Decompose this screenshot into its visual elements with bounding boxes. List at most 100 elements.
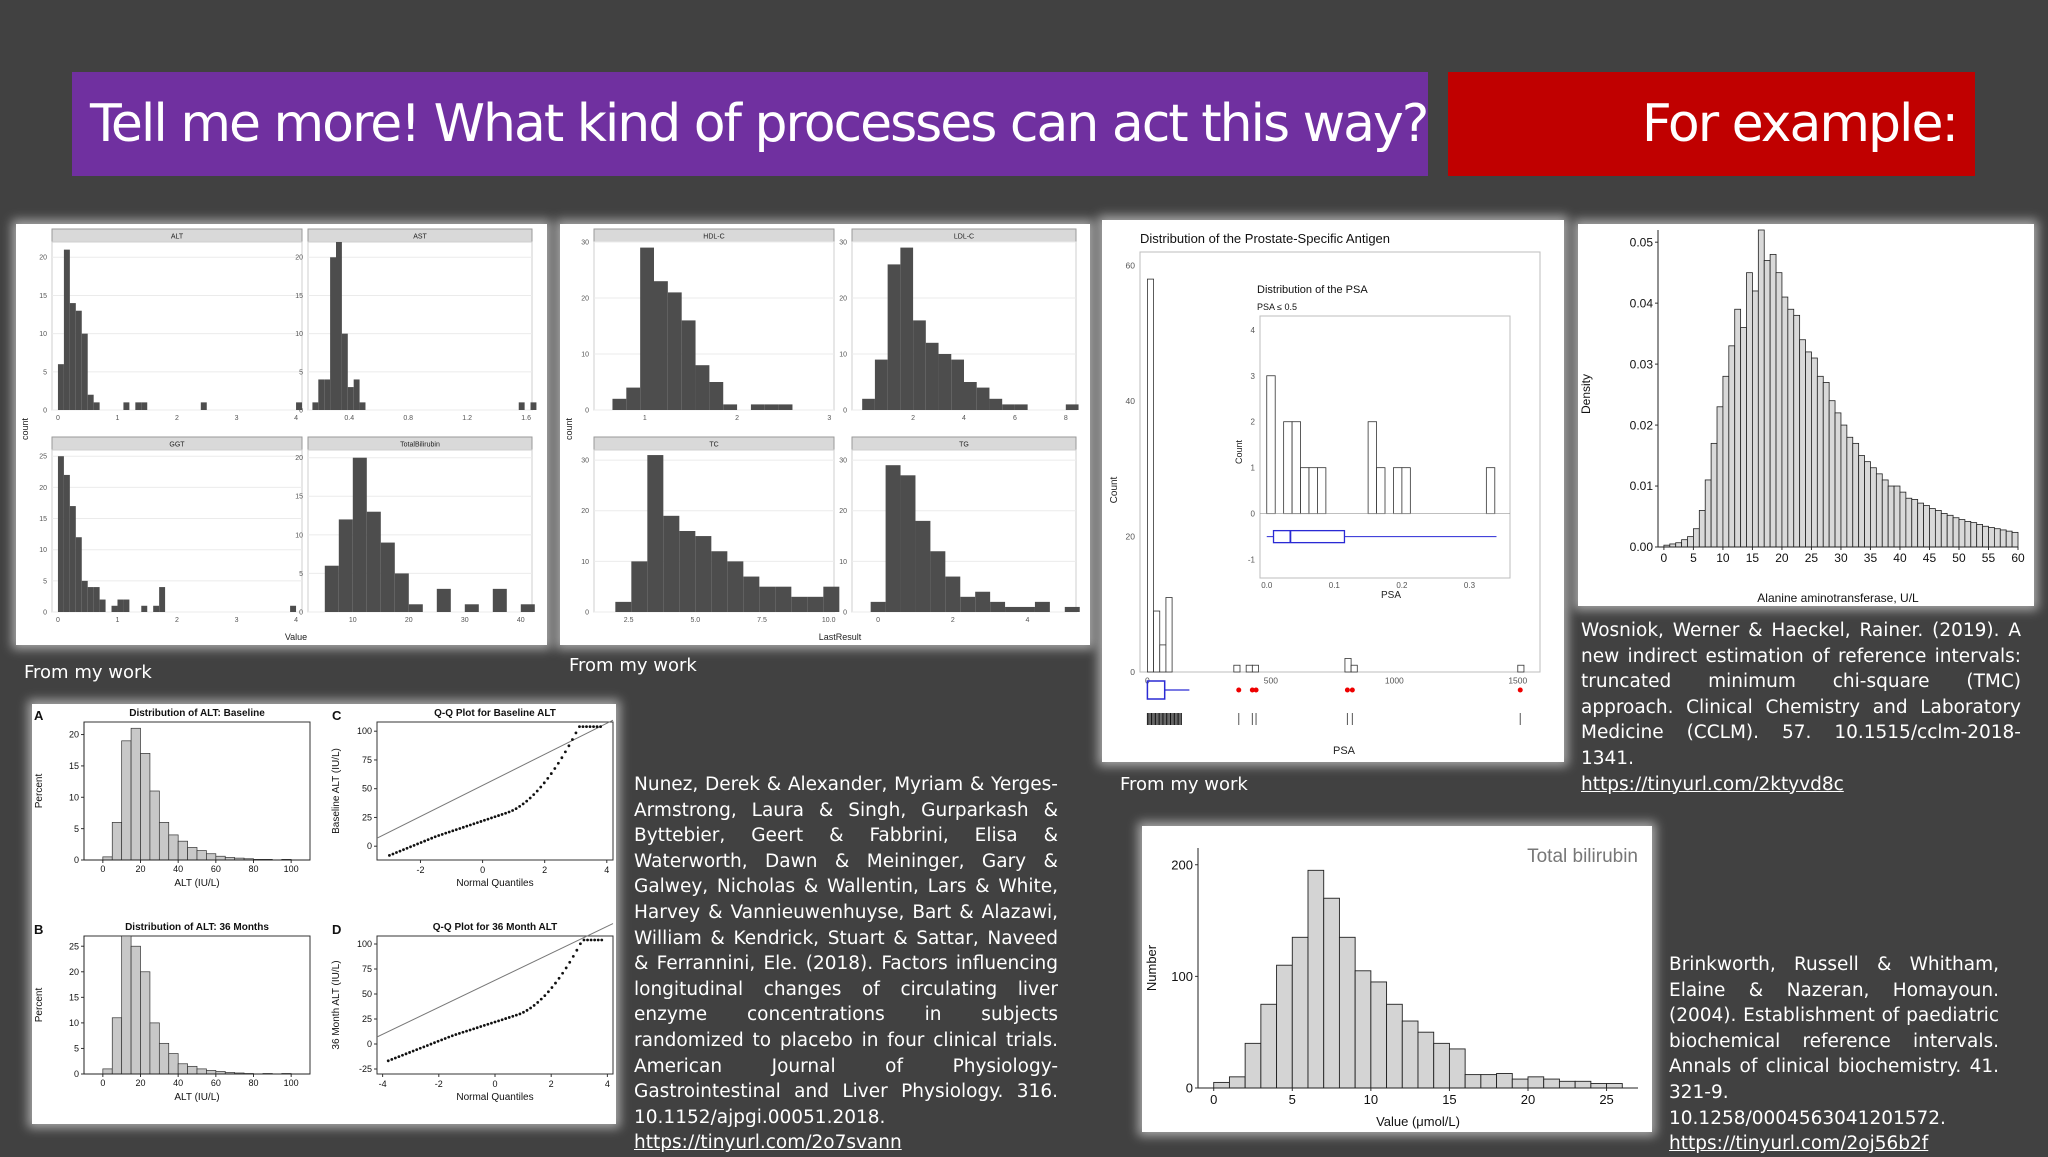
qq-point xyxy=(596,938,600,942)
qq-point xyxy=(419,841,423,844)
histogram-bar xyxy=(1822,382,1830,548)
inset-bar xyxy=(1291,421,1301,515)
histogram-bar xyxy=(1558,1080,1576,1089)
histogram-bar xyxy=(196,850,207,861)
histogram-bar xyxy=(1698,510,1706,548)
qq-point xyxy=(575,948,579,952)
x-axis-title: Normal Quantiles xyxy=(456,1092,533,1103)
histogram-bar xyxy=(913,320,926,410)
histogram-bar xyxy=(1858,455,1865,548)
qq-point xyxy=(504,811,507,815)
qq-point xyxy=(412,843,416,847)
inset-bar xyxy=(1485,467,1496,515)
histogram-bar xyxy=(874,359,888,410)
x-tick-label: 30 xyxy=(1834,551,1848,565)
histogram-bar xyxy=(1710,442,1718,548)
qq-point xyxy=(546,776,550,780)
qq-point xyxy=(436,1039,440,1043)
histogram-bar xyxy=(1511,1078,1529,1089)
histogram-bar xyxy=(1811,357,1818,548)
histogram-bar xyxy=(862,398,875,410)
histogram-bar xyxy=(1590,1083,1608,1089)
histogram-bar xyxy=(989,398,1003,410)
qq-point xyxy=(585,725,588,728)
x-tick-label: 15 xyxy=(1746,551,1760,565)
y-tick-label: 5 xyxy=(43,578,47,585)
facet-label: HDL-C xyxy=(703,234,724,241)
x-tick-label: 0.4 xyxy=(344,415,354,422)
histogram-bar xyxy=(1946,514,1954,548)
inset-bar xyxy=(1393,467,1403,515)
histogram-bar xyxy=(57,364,64,410)
y-tick-label: 200 xyxy=(1171,857,1193,872)
histogram-bar xyxy=(1165,597,1173,673)
y-tick-label: 0 xyxy=(74,1069,79,1079)
histogram-bar xyxy=(408,604,423,612)
x-tick-label: 1.6 xyxy=(521,415,531,422)
qq-point xyxy=(472,822,476,826)
x-tick-label: 60 xyxy=(2011,551,2025,565)
wosniok-citation-link[interactable]: https://tinyurl.com/2ktyvd8c xyxy=(1581,773,1844,795)
x-tick-label: 0 xyxy=(100,1078,105,1088)
histogram-bar xyxy=(168,1053,179,1075)
histogram-bar xyxy=(111,1017,123,1075)
qq-point xyxy=(507,810,511,814)
qq-point xyxy=(528,796,532,800)
brinkworth-citation-text: Brinkworth, Russell & Whitham, Elaine & … xyxy=(1669,954,1999,1129)
qq-point xyxy=(423,839,427,843)
histogram-bar xyxy=(709,382,724,410)
panel-label: C xyxy=(332,708,342,723)
liver-histogram-panel: ALT 0 5 10 15 20 0 1 2 3 4 AST 0 5 10 15 20 0.4 0.8 1.2 1.6 G… xyxy=(16,224,547,645)
y-tick-label: 0.04 xyxy=(1630,296,1654,310)
x-tick-label: 40 xyxy=(1893,551,1907,565)
qq-point xyxy=(579,942,582,946)
histogram-bar xyxy=(612,398,627,410)
qq-point xyxy=(447,1035,451,1039)
histogram-bar xyxy=(63,249,70,410)
y-tick-label: 0.03 xyxy=(1630,357,1654,371)
lipid-panel-caption: From my work xyxy=(569,655,697,676)
inset-bar xyxy=(1367,421,1377,515)
facet-label: LDL-C xyxy=(954,234,974,241)
y-tick-label: 5 xyxy=(299,369,303,376)
x-tick-label: 100 xyxy=(284,1078,299,1088)
histogram-bar xyxy=(663,515,680,612)
plot-frame xyxy=(376,935,614,1075)
histogram-bar xyxy=(1606,1083,1623,1089)
histogram-bar xyxy=(1993,528,2001,548)
y-tick-label: 10 xyxy=(839,559,847,566)
x-tick-label: 0 xyxy=(876,617,880,624)
x-axis-title: Alanine aminotransferase, U/L xyxy=(1757,591,1919,605)
qq-point xyxy=(593,938,597,942)
y-tick-label: 25 xyxy=(362,812,372,822)
panel-label: A xyxy=(34,708,44,723)
histogram-bar xyxy=(492,588,507,612)
histogram-bar xyxy=(727,561,744,612)
qq-point xyxy=(595,725,599,728)
brinkworth-citation-link[interactable]: https://tinyurl.com/2oj56b2f xyxy=(1669,1133,1929,1155)
brinkworth-citation: Brinkworth, Russell & Whitham, Elaine & … xyxy=(1669,952,1999,1157)
y-tick-label: 15 xyxy=(39,293,47,300)
qq-point xyxy=(536,1001,540,1004)
qq-point xyxy=(433,1041,436,1045)
y-tick-label: 5 xyxy=(43,369,47,376)
y-tick-label: 30 xyxy=(581,458,589,465)
qq-point xyxy=(539,785,543,789)
y-tick-label: 60 xyxy=(1126,261,1136,271)
panel-title: Q-Q Plot for Baseline ALT xyxy=(434,708,556,719)
y-tick-label: 10 xyxy=(581,559,589,566)
qq-point xyxy=(429,1042,433,1046)
histogram-bar xyxy=(1147,278,1154,673)
y-axis-title: Percent xyxy=(34,774,45,809)
qq-point xyxy=(568,960,572,964)
y-tick-label: 0 xyxy=(585,407,589,414)
histogram-bar xyxy=(1722,375,1730,548)
qq-point xyxy=(578,725,581,728)
histogram-bar xyxy=(69,303,76,410)
x-tick-label: 0 xyxy=(56,415,60,422)
qq-point xyxy=(426,838,430,842)
histogram-bar xyxy=(1881,479,1889,548)
histogram-bar xyxy=(626,387,641,410)
histogram-bar xyxy=(518,402,525,410)
nunez-citation-link[interactable]: https://tinyurl.com/2o7svann xyxy=(634,1132,902,1154)
